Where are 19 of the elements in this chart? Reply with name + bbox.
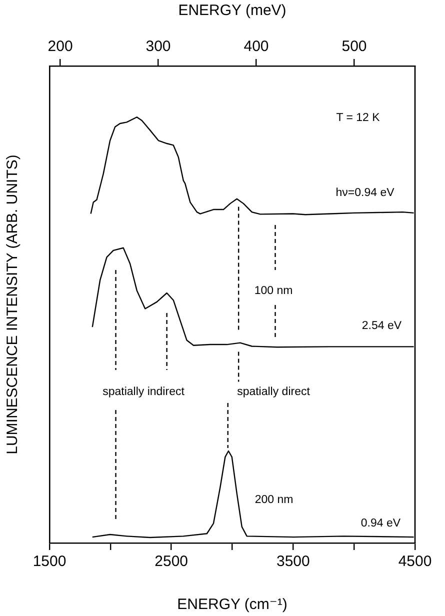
x-tick-label: 4500 (398, 553, 432, 570)
annotation: 2.54 eV (362, 320, 402, 332)
x-tick-label: 3500 (276, 553, 310, 570)
x-tick-label: 1500 (32, 553, 66, 570)
annotation: spatially direct (237, 386, 311, 398)
x2-tick-label: 200 (48, 38, 73, 56)
x2-tick-label: 300 (146, 38, 171, 56)
x2-axis-title: ENERGY (meV) (178, 2, 286, 20)
annotation: 200 nm (254, 494, 294, 506)
annotation: T = 12 K (336, 112, 380, 124)
annotation: 100 nm (254, 284, 293, 297)
x2-tick-label: 500 (342, 38, 367, 56)
annotation: hν=0.94 eV (336, 187, 395, 200)
annotation: 0.94 eV (360, 517, 401, 530)
x-axis-title: ENERGY (cm⁻¹) (177, 596, 288, 614)
x-tick-label: 2500 (154, 553, 188, 570)
y-axis-title: LUMINESCENCE INTENSITY (ARB. UNITS) (4, 154, 22, 454)
x2-tick-label: 400 (244, 38, 269, 56)
annotation: spatially indirect (102, 386, 186, 398)
